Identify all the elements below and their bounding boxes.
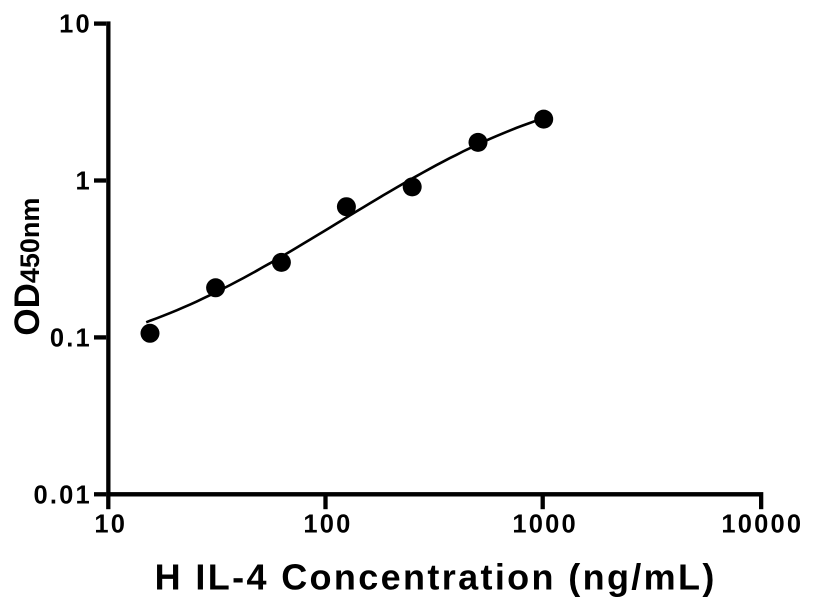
svg-text:10: 10	[94, 511, 127, 539]
svg-text:0.1: 0.1	[50, 324, 92, 352]
svg-text:10000: 10000	[721, 511, 803, 539]
svg-text:0.01: 0.01	[33, 481, 91, 509]
svg-text:1000: 1000	[512, 511, 578, 539]
svg-text:100: 100	[303, 511, 352, 539]
svg-text:OD450nm: OD450nm	[8, 198, 47, 336]
svg-text:10: 10	[59, 11, 92, 39]
svg-text:1: 1	[76, 168, 92, 196]
svg-text:H IL-4 Concentration (ng/mL): H IL-4 Concentration (ng/mL)	[155, 557, 717, 598]
